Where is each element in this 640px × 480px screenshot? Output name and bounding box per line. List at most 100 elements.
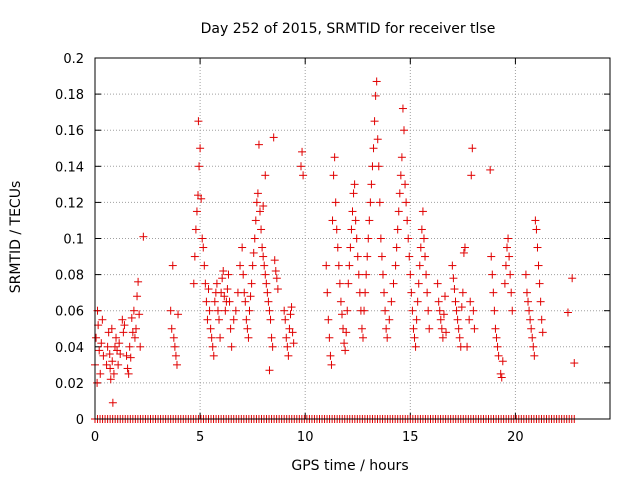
x-axis-title: GPS time / hours [291,458,408,474]
data-point [375,198,384,207]
grid-lines [95,58,610,419]
data-point [139,232,148,241]
data-point [105,350,114,359]
data-point [424,306,433,315]
data-point [99,351,108,360]
data-point [370,117,379,126]
data-point [533,243,542,252]
data-point [488,270,497,279]
data-point [459,248,468,257]
data-point [403,216,412,225]
data-point [401,180,410,189]
y-tick-label: 0.08 [55,269,84,284]
data-point [463,342,472,351]
data-point [389,279,398,288]
data-point [347,225,356,234]
data-point [282,333,291,342]
data-point [261,270,270,279]
data-point [266,315,275,324]
data-point [191,225,200,234]
data-point [221,306,230,315]
data-point [372,77,381,86]
data-point [133,292,142,301]
data-point [470,324,479,333]
data-point [407,288,416,297]
data-point [264,297,273,306]
data-point [122,351,131,360]
data-point [506,270,515,279]
data-point [337,310,346,319]
data-point [394,207,403,216]
data-point [134,277,143,286]
data-point [374,162,383,171]
data-point [346,243,355,252]
data-point [334,261,343,270]
data-point [367,180,376,189]
data-point [359,333,368,342]
data-point [92,333,101,342]
data-point [93,378,102,387]
data-point [97,339,106,348]
data-point [124,369,133,378]
data-point [457,303,466,312]
data-point [120,321,129,330]
data-point [363,252,372,261]
data-point [332,225,341,234]
data-point [335,279,344,288]
data-point [353,252,362,261]
data-point [458,288,467,297]
data-point [208,342,217,351]
data-point [416,243,425,252]
data-point [525,306,534,315]
data-point [322,261,331,270]
data-point [352,234,361,243]
data-point [297,162,305,171]
data-point [366,198,375,207]
data-point [393,225,402,234]
data-point [201,279,210,288]
y-tick-label: 0.04 [55,341,84,356]
plot-frame [94,57,611,420]
data-point [226,324,235,333]
data-point [498,357,507,366]
data-point [344,279,353,288]
data-point [490,306,499,315]
data-point [486,165,495,174]
chart-title: Day 252 of 2015, SRMTID for receiver tls… [201,21,496,37]
data-point [345,261,354,270]
y-tick-label: 0.16 [55,124,84,139]
data-point [167,324,176,333]
data-point [342,328,351,337]
data-point [253,189,262,198]
data-point [450,285,459,294]
data-point [398,104,407,113]
data-point [263,288,272,297]
data-point [265,306,274,315]
data-point [241,297,250,306]
data-point [166,306,175,315]
data-point [563,308,572,317]
data-point [283,342,292,351]
data-point [118,315,127,324]
data-point [190,252,199,261]
data-point [108,357,117,366]
data-point [196,144,205,153]
data-point [500,279,509,288]
data-point [357,324,366,333]
data-point [227,342,236,351]
data-point [281,315,290,324]
data-point [380,288,389,297]
data-points [91,77,579,407]
data-point [455,333,464,342]
data-point [106,375,115,384]
data-point [414,279,423,288]
data-point [270,256,279,265]
y-tick-label: 0.18 [55,88,84,103]
data-point [413,297,422,306]
data-point [466,297,475,306]
data-point [260,261,269,270]
data-point [436,315,445,324]
data-point [257,225,266,234]
data-point [247,279,256,288]
